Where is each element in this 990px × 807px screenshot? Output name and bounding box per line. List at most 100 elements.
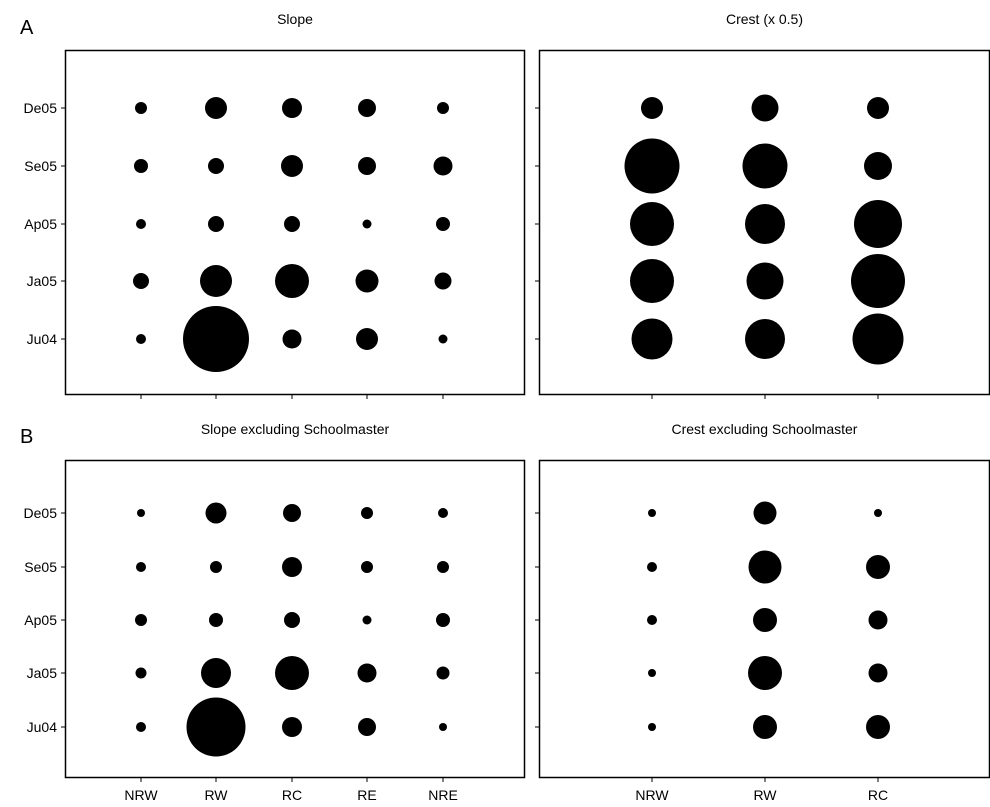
panel-letter-a: A (20, 17, 34, 39)
bubble-Ja05-NRE (434, 272, 452, 290)
bubble-Ju04-RW (753, 715, 777, 739)
bubble-Se05-RW (210, 561, 222, 573)
bubble-Ja05-RW (746, 262, 784, 300)
panel-frame (64, 49, 526, 396)
bubble-Se05-NRW (624, 138, 680, 194)
y-tick-label: Ap05 (24, 216, 57, 232)
x-tick-label: RC (868, 787, 888, 803)
bubble-De05-RW (205, 97, 227, 119)
bubble-Se05-RW (208, 158, 224, 174)
bubble-Ap05-RW (745, 204, 785, 244)
panel-title: Crest (x 0.5) (726, 11, 803, 27)
y-tick-label: Se05 (24, 158, 57, 174)
y-tick-label: De05 (24, 505, 58, 521)
bubble-De05-NRE (437, 102, 449, 114)
bubble-Ap05-NRW (135, 614, 147, 626)
bubbles (647, 501, 890, 739)
bubble-Se05-RC (864, 152, 892, 180)
bubble-Ju04-NRW (631, 318, 673, 360)
x-tick-label: NRW (635, 787, 669, 803)
bubble-Ap05-RC (284, 216, 300, 232)
bubble-Ju04-RC (866, 715, 890, 739)
bubble-Ja05-NRW (135, 667, 147, 679)
x-tick-label: RW (204, 787, 228, 803)
x-tick-label: RE (357, 787, 376, 803)
y-tick-label: Ju04 (27, 331, 58, 347)
x-tick-label: RW (753, 787, 777, 803)
bubble-Ap05-RW (209, 613, 223, 627)
bubble-Se05-NRW (136, 562, 146, 572)
bubble-Ju04-RW (183, 306, 249, 372)
x-tick-label: NRE (428, 787, 458, 803)
bubble-Ap05-RC (868, 610, 888, 630)
bubble-De05-RE (358, 99, 376, 117)
y-tick-label: De05 (24, 100, 58, 116)
bubble-Se05-RC (281, 155, 303, 177)
y-tick-label: Se05 (24, 559, 57, 575)
bubble-Ap05-RW (753, 608, 777, 632)
bubble-Ja05-RW (200, 265, 232, 297)
bubble-Ja05-RE (355, 269, 379, 293)
bubble-Ap05-NRE (436, 613, 450, 627)
bubble-Ja05-RC (275, 656, 309, 690)
bubble-Ap05-NRW (647, 615, 657, 625)
bubble-De05-NRW (641, 97, 663, 119)
bubble-De05-RC (283, 504, 301, 522)
bubble-Ap05-NRW (630, 202, 674, 246)
bubble-Ap05-RW (208, 216, 224, 232)
bubble-Ap05-NRE (436, 217, 450, 231)
bubble-Ap05-RE (362, 219, 372, 229)
bubble-Ju04-NRE (438, 334, 448, 344)
bubble-Ju04-RC (852, 313, 904, 365)
x-tick-label: NRW (124, 787, 158, 803)
bubble-Se05-NRW (647, 562, 657, 572)
panel-1: Slope De05 Se05 Ap05 Ja05 Ju04 (24, 11, 526, 399)
bubble-Ju04-NRW (136, 334, 146, 344)
bubble-Ja05-NRW (648, 669, 656, 677)
y-tick-label: Ap05 (24, 612, 57, 628)
bubble-Se05-NRE (437, 561, 449, 573)
bubbles (133, 97, 453, 372)
bubble-Ju04-RE (356, 328, 378, 350)
bubbles (135, 502, 450, 757)
bubble-Ja05-NRW (630, 259, 674, 303)
bubble-Se05-NRW (134, 159, 148, 173)
panel-title: Slope (277, 11, 313, 27)
bubble-Ju04-RC (282, 329, 302, 349)
bubbles (624, 94, 905, 365)
y-tick-label: Ja05 (27, 273, 58, 289)
bubble-Ap05-RC (854, 200, 902, 248)
bubble-De05-NRW (135, 102, 147, 114)
bubble-Se05-RW (748, 550, 782, 584)
bubble-Ja05-RC (851, 254, 905, 308)
bubble-Se05-RE (361, 561, 373, 573)
bubble-Ja05-RC (868, 663, 888, 683)
bubble-Ja05-NRE (436, 666, 450, 680)
bubble-Se05-RE (358, 157, 376, 175)
panels-group: Slope De05 Se05 Ap05 Ja05 Ju04 Crest (x 0.5) Sl… (24, 11, 990, 803)
panel-frame (64, 459, 526, 779)
x-tick-label: RC (282, 787, 302, 803)
bubble-De05-RC (874, 509, 882, 517)
bubble-De05-NRW (648, 509, 656, 517)
bubble-Ju04-NRW (648, 723, 656, 731)
panel-title: Crest excluding Schoolmaster (672, 421, 858, 437)
bubble-Ju04-RC (282, 717, 302, 737)
bubble-Ju04-RW (186, 697, 246, 757)
bubble-Se05-RC (866, 555, 890, 579)
bubble-Ja05-RE (357, 663, 377, 683)
y-tick-label: Ja05 (27, 665, 58, 681)
bubble-De05-RE (361, 507, 373, 519)
bubble-Ju04-RE (358, 718, 376, 736)
bubble-Ja05-RW (201, 658, 231, 688)
bubble-De05-RW (753, 501, 777, 525)
bubble-Se05-RW (742, 143, 788, 189)
bubble-De05-NRE (438, 508, 448, 518)
bubble-Ja05-NRW (133, 273, 149, 289)
bubble-De05-RC (867, 97, 889, 119)
bubble-De05-RW (205, 502, 227, 524)
bubble-Se05-RC (282, 557, 302, 577)
bubble-De05-RC (282, 98, 302, 118)
bubble-Ja05-RW (748, 656, 782, 690)
y-tick-label: Ju04 (27, 719, 58, 735)
